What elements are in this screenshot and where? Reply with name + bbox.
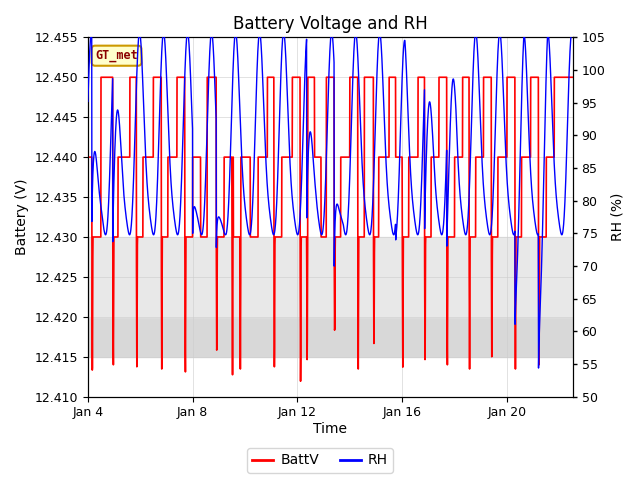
Y-axis label: Battery (V): Battery (V) xyxy=(15,179,29,255)
Y-axis label: RH (%): RH (%) xyxy=(611,193,625,241)
RH xyxy=(93,170,101,176)
Title: Battery Voltage and RH: Battery Voltage and RH xyxy=(233,15,428,33)
BattV xyxy=(568,74,576,80)
RH xyxy=(518,77,526,83)
RH xyxy=(568,32,576,37)
RH xyxy=(383,164,390,169)
Legend: BattV, RH: BattV, RH xyxy=(247,448,393,473)
BattV xyxy=(383,154,390,160)
Line: BattV: BattV xyxy=(88,77,572,381)
BattV xyxy=(373,234,381,240)
BattV xyxy=(504,74,512,80)
BattV xyxy=(84,154,92,160)
BattV xyxy=(97,74,105,80)
BattV xyxy=(539,234,547,240)
X-axis label: Time: Time xyxy=(313,422,348,436)
BattV xyxy=(93,234,101,240)
RH xyxy=(373,71,381,76)
Line: RH: RH xyxy=(88,33,572,368)
RH xyxy=(88,30,95,36)
BattV xyxy=(518,154,526,160)
Bar xyxy=(88,317,573,357)
BattV xyxy=(297,378,305,384)
RH xyxy=(534,365,542,371)
RH xyxy=(504,188,511,193)
RH xyxy=(84,98,92,104)
RH xyxy=(539,213,547,218)
Bar xyxy=(88,237,573,317)
Text: GT_met: GT_met xyxy=(95,49,138,62)
